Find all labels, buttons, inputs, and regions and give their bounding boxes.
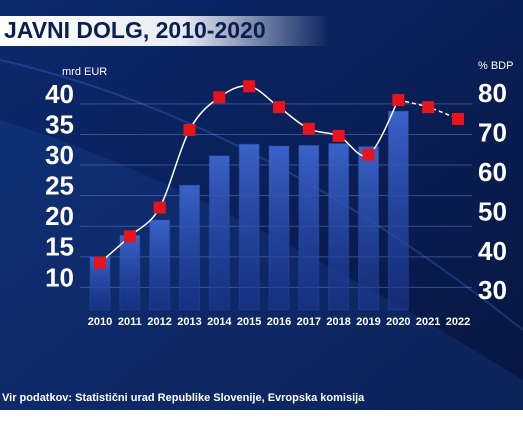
marker	[332, 129, 345, 142]
marker	[183, 123, 196, 136]
x-tick-label: 2012	[147, 316, 171, 328]
y-tick-label: 15	[45, 232, 74, 262]
bar	[387, 110, 409, 311]
x-tick-label: 2020	[386, 316, 410, 328]
marker	[243, 80, 256, 93]
y-tick-label: 30	[45, 140, 74, 170]
bar	[298, 144, 320, 311]
bar	[179, 184, 200, 311]
x-tick-label: 2015	[237, 316, 261, 328]
y-tick-label: 25	[45, 171, 74, 201]
marker	[422, 101, 435, 114]
y-axis-label: mrd EUR	[62, 66, 107, 78]
bar	[149, 219, 171, 311]
marker	[392, 94, 405, 107]
marker	[302, 122, 315, 135]
y-tick-label: 35	[45, 109, 74, 139]
y-tick-label: 10	[45, 262, 74, 292]
x-tick-label: 2019	[356, 316, 380, 328]
chart-title: JAVNI DOLG, 2010-2020	[4, 17, 266, 43]
source: Vir podatkov: Statistični urad Republike…	[2, 392, 365, 404]
y2-tick-label: 50	[478, 196, 507, 226]
x-tick-label: 2022	[446, 316, 470, 328]
y-tick-label: 20	[45, 201, 74, 231]
y2-tick-label: 60	[478, 157, 507, 187]
marker	[452, 112, 464, 125]
bar	[358, 146, 379, 311]
x-tick-label: 2016	[267, 316, 291, 328]
bar	[328, 143, 350, 311]
marker	[362, 148, 375, 161]
marker	[94, 256, 106, 269]
title-banner	[0, 16, 330, 46]
y2-tick-label: 30	[478, 275, 507, 305]
bar	[119, 234, 141, 311]
x-tick-label: 2011	[118, 316, 142, 328]
marker	[273, 101, 285, 114]
marker	[153, 201, 166, 214]
decor	[0, 120, 523, 410]
y2-axis-label: % BDP	[478, 60, 513, 72]
bar	[268, 145, 290, 311]
decor	[0, 59, 523, 331]
marker	[123, 230, 136, 243]
bar	[208, 155, 230, 311]
x-tick-label: 2014	[207, 316, 232, 328]
x-tick-label: 2010	[88, 316, 112, 328]
y-tick-label: 40	[45, 79, 74, 109]
bar	[238, 143, 260, 311]
background	[0, 0, 523, 410]
x-tick-label: 2021	[416, 316, 440, 328]
y2-tick-label: 70	[478, 118, 507, 148]
marker	[213, 91, 226, 104]
y2-tick-label: 40	[478, 236, 507, 266]
x-tick-label: 2013	[177, 316, 201, 328]
y2-tick-label: 80	[478, 78, 507, 108]
x-tick-label: 2017	[297, 316, 321, 328]
x-tick-label: 2018	[326, 316, 350, 328]
